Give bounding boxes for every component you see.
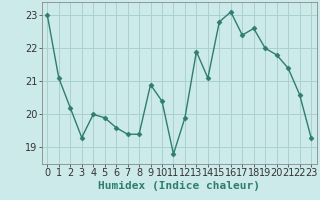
X-axis label: Humidex (Indice chaleur): Humidex (Indice chaleur) <box>98 181 260 191</box>
